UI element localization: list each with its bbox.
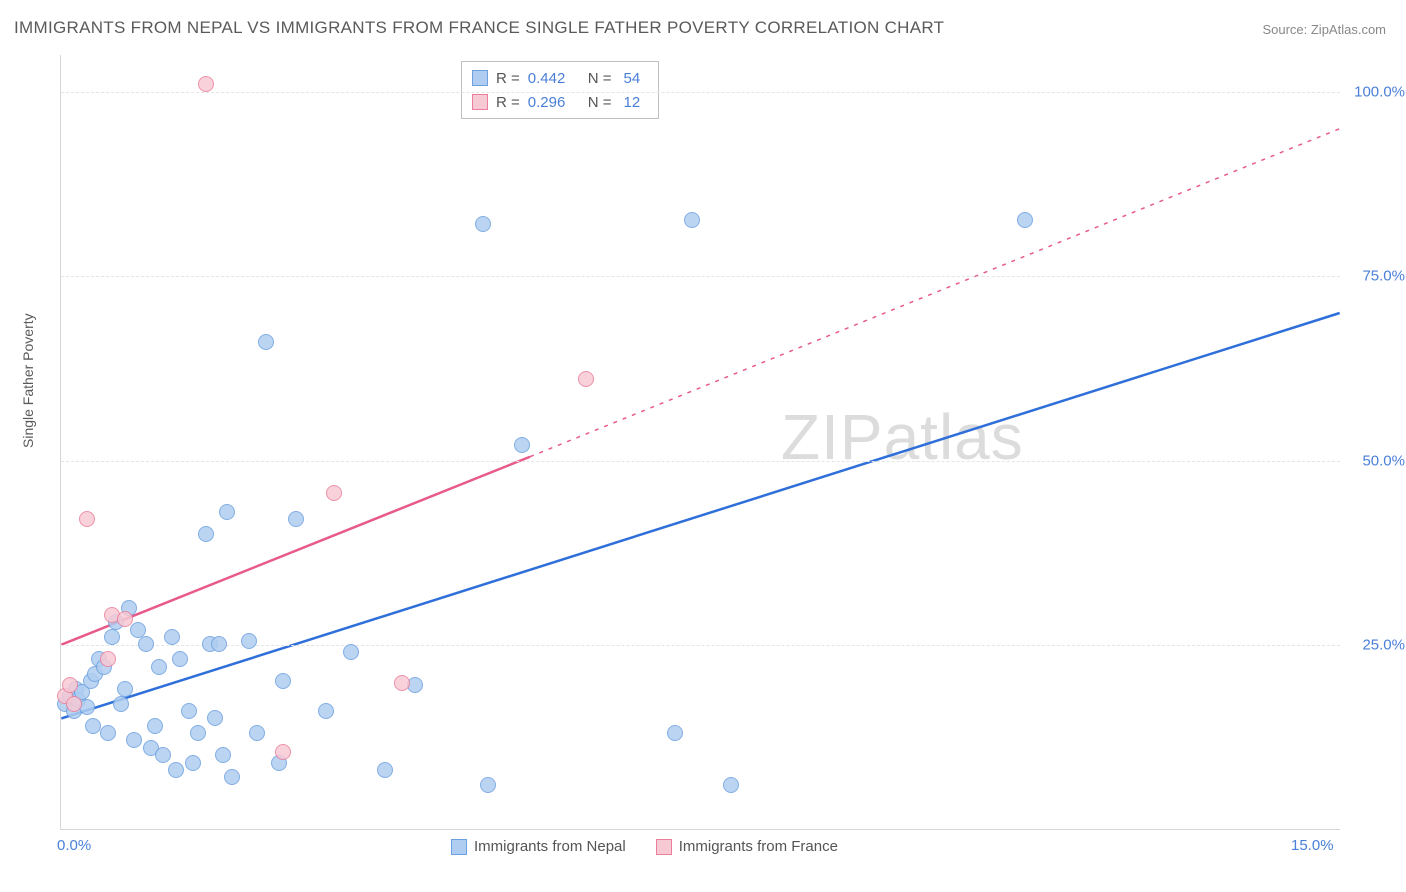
correlation-row-france: R = 0.296 N = 12 [472, 90, 648, 114]
x-tick-label: 0.0% [57, 837, 91, 854]
scatter-point-nepal [113, 696, 129, 712]
scatter-point-nepal [198, 526, 214, 542]
scatter-point-nepal [147, 718, 163, 734]
n-label: N = [588, 94, 612, 111]
scatter-point-nepal [181, 703, 197, 719]
scatter-point-nepal [377, 762, 393, 778]
scatter-point-nepal [190, 725, 206, 741]
swatch-icon [472, 94, 488, 110]
scatter-point-nepal [117, 681, 133, 697]
scatter-point-nepal [249, 725, 265, 741]
chart-title: IMMIGRANTS FROM NEPAL VS IMMIGRANTS FROM… [14, 18, 944, 38]
scatter-point-nepal [215, 747, 231, 763]
swatch-icon [451, 839, 467, 855]
r-label: R = [496, 94, 520, 111]
scatter-point-nepal [514, 437, 530, 453]
scatter-point-nepal [318, 703, 334, 719]
scatter-point-france [79, 511, 95, 527]
legend-label: Immigrants from Nepal [474, 838, 626, 855]
scatter-point-france [62, 677, 78, 693]
trend-lines-svg [61, 55, 1340, 829]
n-label: N = [588, 70, 612, 87]
source-label: Source: ZipAtlas.com [1262, 22, 1386, 37]
scatter-point-france [66, 696, 82, 712]
x-tick-label: 15.0% [1291, 837, 1334, 854]
r-label: R = [496, 70, 520, 87]
scatter-point-nepal [475, 216, 491, 232]
scatter-point-nepal [343, 644, 359, 660]
scatter-point-nepal [288, 511, 304, 527]
trend-line-nepal [61, 313, 1339, 718]
scatter-point-nepal [138, 636, 154, 652]
scatter-point-france [100, 651, 116, 667]
grid-line [61, 276, 1340, 277]
scatter-point-nepal [100, 725, 116, 741]
scatter-point-nepal [667, 725, 683, 741]
grid-line [61, 92, 1340, 93]
scatter-point-nepal [241, 633, 257, 649]
legend-label: Immigrants from France [679, 838, 838, 855]
swatch-icon [472, 70, 488, 86]
scatter-point-nepal [151, 659, 167, 675]
swatch-icon [656, 839, 672, 855]
y-tick-label: 25.0% [1362, 637, 1405, 654]
plot-area: ZIPatlas R =0.442N =54R =0.296N =12 Immi… [60, 55, 1340, 830]
scatter-point-nepal [224, 769, 240, 785]
scatter-point-nepal [684, 212, 700, 228]
scatter-point-france [275, 744, 291, 760]
scatter-point-nepal [164, 629, 180, 645]
scatter-point-france [394, 675, 410, 691]
scatter-point-nepal [211, 636, 227, 652]
correlation-box: R = 0.442 N = 54 R = 0.296 N = 12 [461, 61, 659, 119]
legend-item-france: Immigrants from France [656, 838, 838, 855]
r-value: 0.296 [528, 94, 580, 111]
legend-bottom: Immigrants from Nepal Immigrants from Fra… [451, 838, 838, 855]
scatter-point-nepal [155, 747, 171, 763]
scatter-point-france [198, 76, 214, 92]
scatter-point-nepal [172, 651, 188, 667]
n-value: 54 [624, 70, 648, 87]
y-tick-label: 100.0% [1354, 83, 1405, 100]
scatter-point-nepal [1017, 212, 1033, 228]
scatter-point-nepal [480, 777, 496, 793]
scatter-point-nepal [207, 710, 223, 726]
scatter-point-france [117, 611, 133, 627]
scatter-point-nepal [219, 504, 235, 520]
correlation-row-nepal: R = 0.442 N = 54 [472, 66, 648, 90]
scatter-point-france [578, 371, 594, 387]
scatter-point-nepal [104, 629, 120, 645]
r-value: 0.442 [528, 70, 580, 87]
trend-line-dash-france [530, 129, 1340, 457]
scatter-point-france [326, 485, 342, 501]
y-axis-title: Single Father Poverty [20, 313, 36, 448]
y-tick-label: 75.0% [1362, 268, 1405, 285]
scatter-point-nepal [275, 673, 291, 689]
scatter-point-nepal [168, 762, 184, 778]
scatter-point-nepal [126, 732, 142, 748]
scatter-point-nepal [258, 334, 274, 350]
y-tick-label: 50.0% [1362, 452, 1405, 469]
legend-item-nepal: Immigrants from Nepal [451, 838, 626, 855]
grid-line [61, 461, 1340, 462]
chart-container: IMMIGRANTS FROM NEPAL VS IMMIGRANTS FROM… [0, 0, 1406, 892]
n-value: 12 [624, 94, 648, 111]
scatter-point-nepal [723, 777, 739, 793]
scatter-point-nepal [185, 755, 201, 771]
scatter-point-nepal [130, 622, 146, 638]
